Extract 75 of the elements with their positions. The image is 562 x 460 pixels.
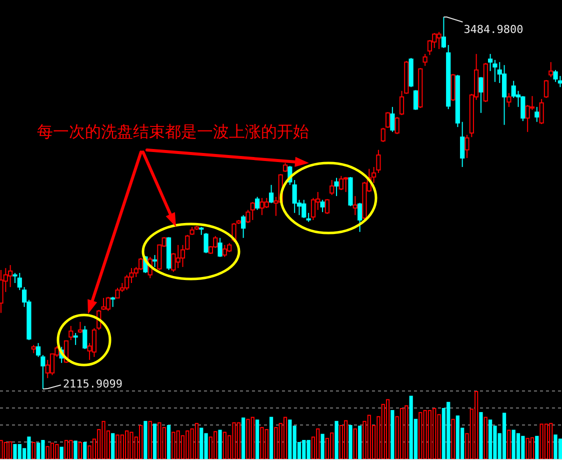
candlestick bbox=[502, 64, 507, 126]
bar bbox=[507, 430, 511, 460]
bar bbox=[32, 442, 36, 460]
candlestick bbox=[539, 98, 544, 125]
bar bbox=[516, 433, 520, 459]
candlestick bbox=[268, 184, 274, 204]
candlestick bbox=[548, 62, 554, 78]
bar bbox=[400, 408, 404, 460]
candlestick bbox=[68, 325, 74, 341]
bar bbox=[386, 399, 390, 460]
candlestick bbox=[185, 234, 190, 250]
candlestick bbox=[544, 80, 549, 98]
candlestick bbox=[464, 134, 470, 159]
bar bbox=[166, 425, 171, 459]
candlestick bbox=[358, 202, 362, 232]
bar bbox=[256, 420, 260, 459]
candlestick bbox=[478, 76, 484, 114]
bar bbox=[428, 410, 432, 460]
bar bbox=[83, 442, 87, 459]
candlestick bbox=[324, 198, 330, 214]
candlestick bbox=[241, 214, 246, 238]
bar bbox=[353, 428, 357, 460]
candlestick bbox=[330, 180, 334, 196]
candlestick bbox=[422, 53, 428, 66]
bar bbox=[269, 416, 274, 459]
bar bbox=[194, 422, 199, 460]
candlestick bbox=[460, 121, 465, 168]
bar bbox=[334, 420, 338, 459]
candlestick bbox=[180, 244, 186, 268]
bar bbox=[64, 440, 68, 460]
bar bbox=[242, 418, 246, 459]
bar bbox=[544, 424, 548, 460]
candlestick bbox=[73, 332, 78, 346]
annotation: 每一次的洗盘结束都是一波上涨的开始 bbox=[37, 122, 309, 141]
bar bbox=[320, 434, 324, 459]
candlestick bbox=[152, 254, 158, 268]
candlestick bbox=[441, 16, 446, 48]
bar bbox=[144, 420, 148, 459]
bar bbox=[283, 416, 288, 460]
candlestick bbox=[390, 106, 395, 132]
bar bbox=[535, 436, 539, 459]
bar bbox=[152, 424, 157, 459]
candlestick bbox=[506, 92, 512, 108]
bar bbox=[74, 440, 78, 459]
bar bbox=[484, 416, 488, 460]
candlestick bbox=[110, 296, 116, 308]
annotation: 3484.9800 bbox=[464, 23, 524, 36]
annotation: 2115.9099 bbox=[62, 378, 123, 390]
candlestick bbox=[394, 116, 400, 135]
candlestick bbox=[534, 106, 540, 122]
bar bbox=[502, 412, 506, 459]
bar bbox=[148, 420, 152, 460]
candlestick bbox=[413, 90, 418, 110]
candlestick bbox=[78, 321, 83, 334]
bar bbox=[78, 442, 82, 460]
candlestick bbox=[310, 197, 316, 220]
bar bbox=[348, 425, 352, 459]
bar bbox=[530, 437, 534, 460]
bar bbox=[358, 426, 362, 459]
candlestick bbox=[385, 112, 390, 128]
candlestick bbox=[334, 177, 339, 197]
bar bbox=[50, 442, 54, 460]
bar bbox=[111, 433, 115, 459]
candlestick bbox=[352, 196, 358, 216]
bar bbox=[451, 418, 455, 460]
candlestick bbox=[82, 325, 88, 350]
bar bbox=[479, 412, 483, 459]
candlestick bbox=[255, 196, 260, 210]
bar bbox=[390, 410, 394, 459]
candlestick bbox=[218, 237, 222, 258]
bar bbox=[218, 430, 222, 459]
bar bbox=[36, 442, 40, 459]
bar bbox=[60, 446, 64, 459]
candlestick bbox=[320, 199, 325, 213]
candlestick bbox=[380, 127, 386, 142]
